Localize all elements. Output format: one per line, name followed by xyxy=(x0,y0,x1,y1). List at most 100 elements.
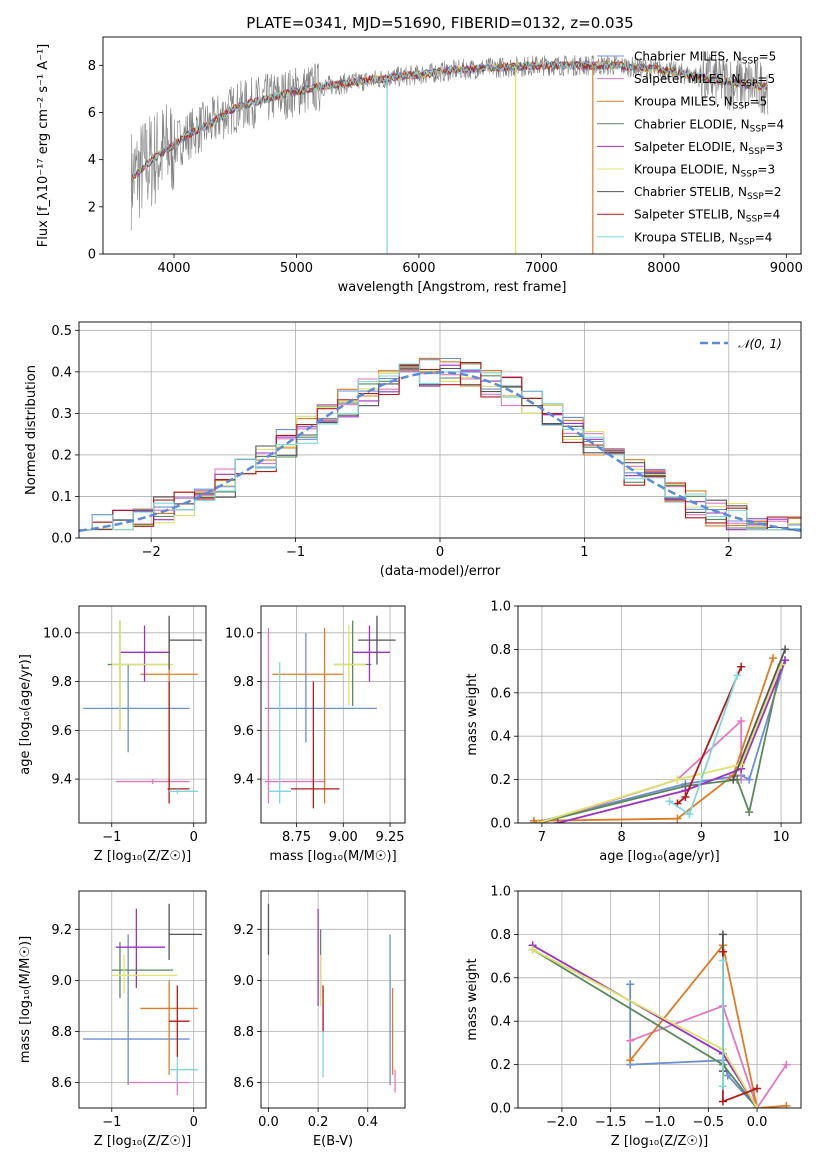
gaussian-reference-line xyxy=(79,371,801,532)
legend-suffix: =5 xyxy=(757,72,775,86)
weight-point-marker xyxy=(529,816,538,823)
y-tick-label: 9.2 xyxy=(233,923,254,938)
y-tick-label: 9.4 xyxy=(233,773,254,788)
plot-area xyxy=(529,645,790,823)
legend-suffix: =2 xyxy=(764,185,782,199)
x-tick-label: 0.0 xyxy=(258,1115,279,1130)
x-tick-label: 9.00 xyxy=(329,830,358,845)
x-tick-label: 0.0 xyxy=(747,1115,768,1130)
y-tick-label: 0 xyxy=(88,248,96,263)
y-tick-label: 9.4 xyxy=(51,773,72,788)
legend-suffix: =5 xyxy=(759,50,777,64)
y-tick-label: 0.8 xyxy=(490,928,511,943)
legend-label: Chabrier ELODIE, N xyxy=(634,117,750,131)
legend-label: Chabrier MILES, N xyxy=(634,50,742,64)
y-axis-label: age [log₁₀(age/yr)] xyxy=(18,654,33,775)
weight-point-marker xyxy=(718,930,727,939)
y-tick-label: 0.8 xyxy=(490,643,511,658)
x-tick-label: 6000 xyxy=(402,261,435,276)
weight-series-line xyxy=(629,1004,788,1108)
x-axis-label: E(B-V) xyxy=(313,1134,353,1149)
y-tick-label: 0.4 xyxy=(51,365,72,380)
spectrum-panel: 4000 5000 6000 7000 8000 9000 0 2 4 6 8 wavelength … xyxy=(36,36,803,295)
x-tick-label: −1 xyxy=(286,545,305,560)
x-tick-label: 9000 xyxy=(770,261,803,276)
x-tick-label: 7 xyxy=(538,830,546,845)
y-tick-label: 0.0 xyxy=(490,1102,511,1117)
y-tick-label: 9.8 xyxy=(233,675,254,690)
weight-point-marker xyxy=(673,814,682,823)
x-tick-label: −0.5 xyxy=(693,1115,725,1130)
weight-point-marker xyxy=(737,717,746,726)
weight-point-marker xyxy=(718,1097,727,1106)
y-tick-label: 6 xyxy=(88,106,96,121)
weight-series-line xyxy=(669,675,739,816)
x-axis-label: (data-model)/error xyxy=(380,564,501,579)
y-tick-label: 0.0 xyxy=(490,817,511,832)
weight-point-marker xyxy=(733,671,742,680)
x-axis-label: Z [log₁₀(Z/Z☉)] xyxy=(94,1134,191,1149)
legend-subscript: SSP xyxy=(746,215,763,225)
y-tick-label: 10.0 xyxy=(225,626,254,641)
weight-series-line xyxy=(557,659,786,823)
legend-entry: 𝒩(0, 1) xyxy=(738,337,782,351)
legend-entry: Chabrier STELIB, NSSP=2 xyxy=(634,185,782,202)
x-tick-label: 0 xyxy=(190,830,198,845)
y-tick-label: 8.8 xyxy=(51,1025,72,1040)
weight-point-marker xyxy=(553,819,562,823)
residuals-panel: −2 −1 0 1 2 0.0 0.1 0.2 0.3 0.4 0.5 (data-model)/er… xyxy=(24,321,802,579)
weight-series-line xyxy=(533,657,774,822)
x-tick-label: −1 xyxy=(102,1115,121,1130)
weight-point-marker xyxy=(782,1101,791,1108)
x-tick-label: 9.25 xyxy=(376,830,405,845)
plot-area xyxy=(83,615,202,804)
legend-label: Salpeter STELIB, N xyxy=(634,208,746,222)
legend-suffix: =3 xyxy=(757,163,775,177)
weight-point-marker xyxy=(753,1084,762,1093)
x-tick-label: 9 xyxy=(697,830,705,845)
legend-label: Salpeter MILES, N xyxy=(634,72,741,86)
y-tick-label: 8.8 xyxy=(233,1025,254,1040)
y-tick-label: 0.3 xyxy=(51,407,72,422)
legend-label: Kroupa ELODIE, N xyxy=(634,163,741,177)
legend-suffix: =4 xyxy=(755,230,773,244)
weight-point-marker xyxy=(781,645,790,654)
x-axis-label: age [log₁₀(age/yr)] xyxy=(599,849,720,864)
y-tick-label: 9.0 xyxy=(233,974,254,989)
plot-area xyxy=(130,50,769,254)
mass-vs-metallicity-panel: −1 0 8.6 8.8 9.0 9.2 Z [log₁₀(Z/Z☉)] mass [log₁… xyxy=(18,890,207,1149)
age-vs-metallicity-panel: −1 0 9.4 9.6 9.8 10.0 Z [log₁₀(Z/Z☉)] age [log₁… xyxy=(18,605,207,864)
weight-point-marker xyxy=(729,775,738,784)
legend-subscript: SSP xyxy=(747,192,764,202)
y-axis-label: mass [log₁₀(M/M☉)] xyxy=(18,936,33,1063)
legend-label: Chabrier STELIB, N xyxy=(634,185,747,199)
weight-point-marker xyxy=(533,819,542,823)
plot-area xyxy=(83,903,202,1096)
legend-entry: Kroupa MILES, NSSP=5 xyxy=(634,95,767,112)
weight-point-marker xyxy=(718,956,727,965)
x-tick-label: −1.5 xyxy=(595,1115,627,1130)
y-tick-label: 2 xyxy=(88,200,96,215)
x-tick-label: 7000 xyxy=(525,261,558,276)
x-axis-label: Z [log₁₀(Z/Z☉)] xyxy=(94,849,191,864)
y-tick-label: 9.6 xyxy=(51,724,72,739)
y-axis-label: Flux [f_λ10⁻¹⁷ erg cm⁻² s⁻¹ A⁻¹] xyxy=(36,44,51,248)
legend-suffix: =4 xyxy=(766,117,784,131)
y-tick-label: 8.6 xyxy=(51,1076,72,1091)
legend-subscript: SSP xyxy=(738,237,755,247)
y-axis-label: Normed distribution xyxy=(24,365,39,495)
y-tick-label: 4 xyxy=(88,153,96,168)
axes-frame xyxy=(517,605,802,824)
x-tick-label: 8000 xyxy=(647,261,680,276)
weight-point-marker xyxy=(626,1056,635,1065)
y-tick-label: 0.4 xyxy=(490,1015,511,1030)
weight-point-marker xyxy=(681,792,690,801)
weight-point-marker xyxy=(769,654,778,663)
x-tick-label: 0.2 xyxy=(308,1115,329,1130)
y-tick-label: 9.2 xyxy=(51,923,72,938)
y-tick-label: 0.4 xyxy=(490,730,511,745)
y-tick-label: 1.0 xyxy=(490,885,511,900)
legend-entry: Salpeter MILES, NSSP=5 xyxy=(634,72,775,89)
legend-subscript: SSP xyxy=(733,102,750,112)
